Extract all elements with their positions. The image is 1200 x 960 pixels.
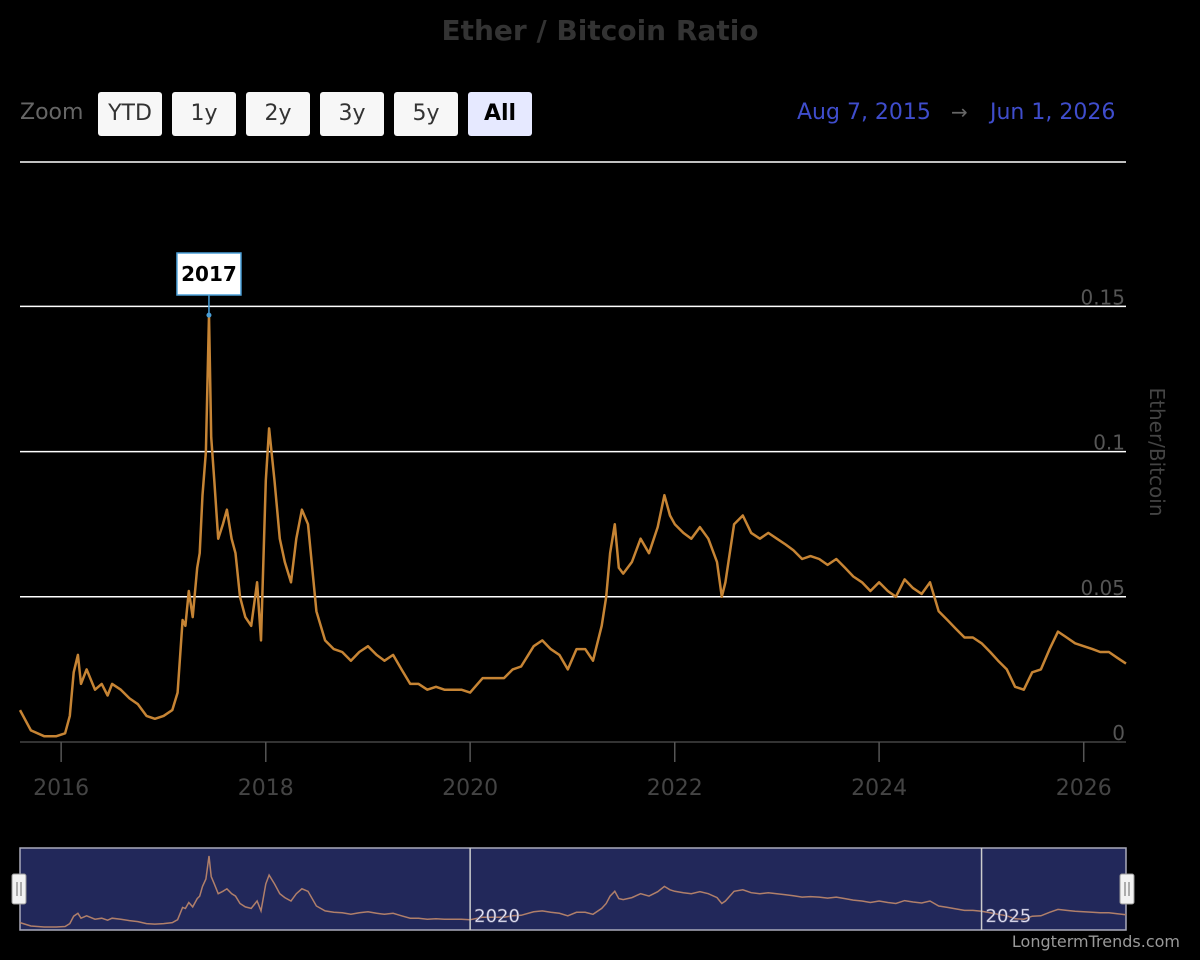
chart-title: Ether / Bitcoin Ratio xyxy=(441,14,759,47)
annotation-label: 2017 xyxy=(181,262,237,286)
annotation-flag[interactable] xyxy=(176,252,242,296)
range-arrow: → xyxy=(951,100,968,124)
credit-text[interactable]: LongtermTrends.com xyxy=(1011,932,1180,951)
navigator-mask[interactable] xyxy=(19,847,1127,931)
y-tick-label: 0.05 xyxy=(1080,576,1125,600)
navigator-label: 2025 xyxy=(986,906,1032,927)
x-tick-label: 2026 xyxy=(1056,776,1112,801)
x-tick-label: 2016 xyxy=(33,776,89,801)
navigator-series xyxy=(19,855,1127,928)
x-tick-label: 2024 xyxy=(851,776,907,801)
zoom-1y-button[interactable]: 1y xyxy=(172,92,236,136)
navigator-right-handle[interactable] xyxy=(1119,873,1135,905)
x-tick-label: 2018 xyxy=(238,776,294,801)
range-to-input[interactable]: Jun 1, 2026 xyxy=(990,100,1116,125)
zoom-all-button[interactable]: All xyxy=(468,92,532,136)
zoom-ytd-button[interactable]: YTD xyxy=(98,92,162,136)
x-tick-label: 2022 xyxy=(647,776,703,801)
y-axis-title: Ether/Bitcoin xyxy=(1145,387,1169,516)
navigator-label: 2020 xyxy=(474,906,520,927)
y-tick-label: 0.1 xyxy=(1093,431,1125,455)
zoom-5y-button[interactable]: 5y xyxy=(394,92,458,136)
navigator-left-handle[interactable] xyxy=(11,873,27,905)
y-tick-label: 0.15 xyxy=(1080,285,1125,309)
x-tick-label: 2020 xyxy=(442,776,498,801)
zoom-2y-button[interactable]: 2y xyxy=(246,92,310,136)
y-tick-label: 0 xyxy=(1112,721,1125,745)
range-from-input[interactable]: Aug 7, 2015 xyxy=(797,100,931,125)
zoom-3y-button[interactable]: 3y xyxy=(320,92,384,136)
zoom-label: Zoom xyxy=(20,100,84,125)
annotation-point[interactable] xyxy=(206,312,212,318)
series-line[interactable] xyxy=(18,313,1127,738)
